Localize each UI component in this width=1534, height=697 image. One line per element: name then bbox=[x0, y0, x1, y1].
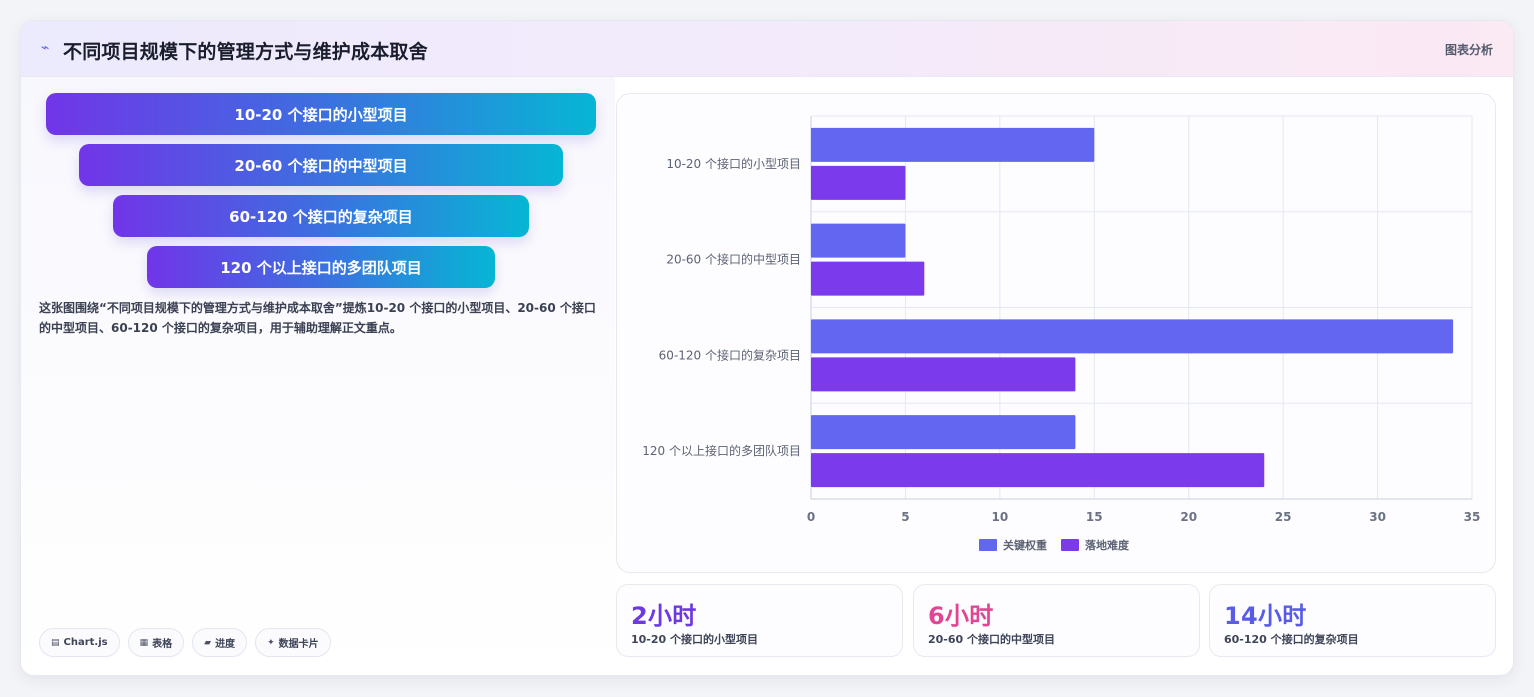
stat-value: 2小时 bbox=[631, 602, 697, 630]
chart-panel: 10-20 个接口的小型项目 20-60 个接口的中型项目 60-120 个接口的复… bbox=[616, 93, 1496, 573]
bar-weight bbox=[811, 319, 1454, 354]
chip-label: 数据卡片 bbox=[278, 639, 319, 650]
tag-list: ▤ Chart.js ▦ 表格 ▰ 进度 ✦ 数据卡片 bbox=[39, 628, 331, 657]
x-tick-label: 15 bbox=[1086, 510, 1103, 524]
chart-icon: ▤ bbox=[51, 637, 60, 648]
bar-difficulty bbox=[811, 261, 925, 296]
x-tick-label: 5 bbox=[901, 510, 909, 524]
legend-label: 关键权重 bbox=[1003, 538, 1047, 552]
page-title: 不同项目规模下的管理方式与维护成本取舍 bbox=[63, 41, 428, 63]
chip-label: 表格 bbox=[152, 639, 173, 650]
bar-weight bbox=[811, 223, 906, 258]
progress-icon: ▰ bbox=[204, 637, 212, 648]
stat-label: 10-20 个接口的小型项目 bbox=[631, 633, 759, 646]
bar-difficulty bbox=[811, 357, 1076, 392]
y-tick-label: 60-120 个接口的复杂项目 bbox=[659, 347, 801, 362]
bar-weight bbox=[811, 127, 1095, 162]
card-header: ⌁ 不同项目规模下的管理方式与维护成本取舍 图表分析 bbox=[21, 21, 1513, 77]
bar-difficulty bbox=[811, 453, 1265, 488]
funnel-step-1: 10-20 个接口的小型项目 bbox=[46, 93, 596, 135]
x-tick-label: 35 bbox=[1464, 510, 1481, 524]
funnel-step-2: 20-60 个接口的中型项目 bbox=[79, 144, 563, 186]
bar-weight bbox=[811, 415, 1076, 450]
y-tick-label: 120 个以上接口的多团队项目 bbox=[642, 443, 801, 458]
chip-label: 进度 bbox=[215, 639, 236, 650]
x-tick-label: 0 bbox=[807, 510, 815, 524]
stat-card-1: 2小时 10-20 个接口的小型项目 bbox=[616, 584, 903, 657]
chip-data-card[interactable]: ✦ 数据卡片 bbox=[255, 628, 331, 657]
y-tick-label: 20-60 个接口的中型项目 bbox=[666, 252, 801, 267]
legend-label: 落地难度 bbox=[1085, 538, 1130, 552]
stat-value: 6小时 bbox=[928, 602, 994, 630]
pulse-icon: ⌁ bbox=[41, 40, 50, 56]
sparkle-icon: ✦ bbox=[267, 637, 275, 648]
chip-table[interactable]: ▦ 表格 bbox=[127, 628, 185, 657]
stat-label: 60-120 个接口的复杂项目 bbox=[1224, 633, 1359, 646]
y-tick-label: 10-20 个接口的小型项目 bbox=[666, 156, 801, 171]
chip-label: Chart.js bbox=[63, 637, 108, 648]
bar-difficulty bbox=[811, 165, 906, 200]
stat-label: 20-60 个接口的中型项目 bbox=[928, 633, 1056, 646]
chip-progress[interactable]: ▰ 进度 bbox=[192, 628, 248, 657]
legend-swatch bbox=[979, 539, 997, 551]
chart-analysis-label: 图表分析 bbox=[1444, 43, 1493, 57]
x-tick-label: 10 bbox=[992, 510, 1009, 524]
funnel-step-3: 60-120 个接口的复杂项目 bbox=[113, 195, 529, 237]
chip-chartjs[interactable]: ▤ Chart.js bbox=[39, 628, 120, 657]
stat-card-2: 6小时 20-60 个接口的中型项目 bbox=[913, 584, 1200, 657]
analysis-card: ⌁ 不同项目规模下的管理方式与维护成本取舍 图表分析 10-20 个接口的小型项… bbox=[20, 20, 1514, 676]
x-tick-label: 25 bbox=[1275, 510, 1292, 524]
table-icon: ▦ bbox=[139, 637, 149, 648]
funnel-step-4: 120 个以上接口的多团队项目 bbox=[147, 246, 495, 288]
x-tick-label: 20 bbox=[1180, 510, 1197, 524]
stat-value: 14小时 bbox=[1224, 602, 1307, 630]
x-tick-label: 30 bbox=[1369, 510, 1386, 524]
legend-swatch bbox=[1061, 539, 1079, 551]
bar-chart: 10-20 个接口的小型项目 20-60 个接口的中型项目 60-120 个接口的复… bbox=[642, 115, 1481, 552]
stat-card-3: 14小时 60-120 个接口的复杂项目 bbox=[1209, 584, 1496, 657]
chart-description: 这张图围绕“不同项目规模下的管理方式与维护成本取舍”提炼10-20 个接口的小型… bbox=[39, 301, 596, 335]
